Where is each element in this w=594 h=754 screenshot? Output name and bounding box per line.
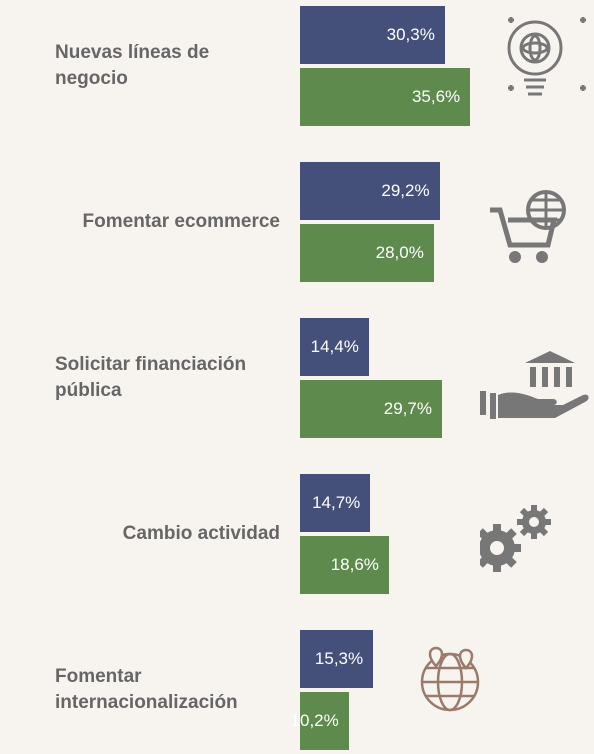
value-label: 29,7% xyxy=(383,399,432,418)
bar: 28,0% xyxy=(300,224,434,282)
bar: 18,6% xyxy=(300,536,389,594)
value-label: 29,2% xyxy=(381,181,430,200)
value-label: 10,2% xyxy=(290,711,339,730)
icon-gears xyxy=(480,505,551,572)
category-label: Cambio actividad xyxy=(122,523,280,544)
icon-globe xyxy=(420,646,480,712)
category-label: Nuevas líneas de negocio xyxy=(55,42,210,89)
value-label: 18,6% xyxy=(330,555,379,574)
value-label: 28,0% xyxy=(375,243,424,262)
bar: 29,7% xyxy=(300,380,442,438)
bar: 15,3% xyxy=(300,630,374,688)
bar: 30,3% xyxy=(300,6,445,64)
value-label: 14,7% xyxy=(312,493,361,512)
bar: 14,4% xyxy=(300,318,369,376)
bar: 35,6% xyxy=(300,68,471,126)
value-label: 35,6% xyxy=(411,87,461,106)
icon-cart xyxy=(490,190,566,263)
bar: 10,2% xyxy=(291,692,349,750)
category-label: Solicitar financiación pública xyxy=(55,354,247,401)
icon-bank xyxy=(480,351,589,419)
bar: 14,7% xyxy=(300,474,371,532)
value-label: 15,3% xyxy=(314,649,364,668)
value-label: 14,4% xyxy=(310,337,359,356)
category-label: Fomentar internacionalización xyxy=(55,666,238,713)
value-label: 30,3% xyxy=(386,25,435,44)
icon-idea xyxy=(507,17,586,96)
category-label: Fomentar ecommerce xyxy=(82,211,280,232)
bar: 29,2% xyxy=(300,162,440,220)
